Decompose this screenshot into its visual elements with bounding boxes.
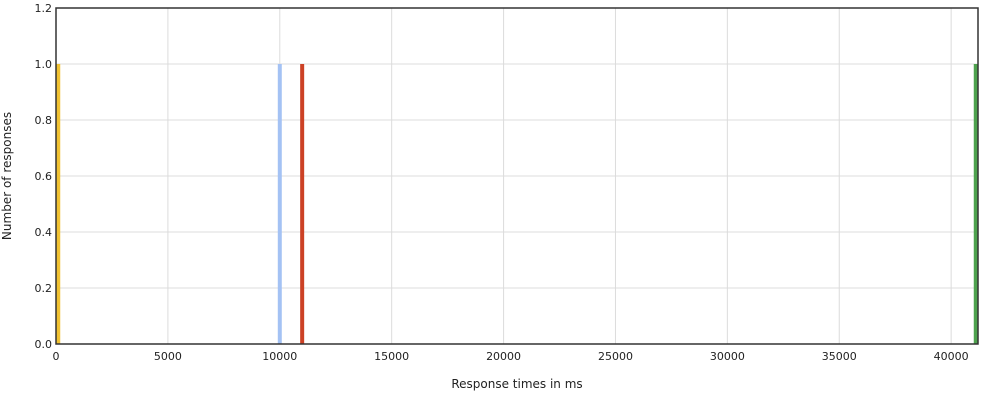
x-axis-title: Response times in ms <box>451 377 582 391</box>
y-tick-label: 0.8 <box>35 114 53 127</box>
x-tick-label: 20000 <box>486 350 521 363</box>
bar-series-0 <box>56 64 61 344</box>
x-tick-label: 25000 <box>598 350 633 363</box>
x-tick-label: 40000 <box>934 350 969 363</box>
y-tick-label: 0.6 <box>35 170 53 183</box>
y-tick-label: 1.2 <box>35 2 53 15</box>
x-tick-label: 5000 <box>154 350 182 363</box>
y-tick-label: 1.0 <box>35 58 53 71</box>
bar-series-1 <box>277 64 282 344</box>
y-tick-label: 0.0 <box>35 338 53 351</box>
x-tick-label: 35000 <box>822 350 857 363</box>
y-axis-title: Number of responses <box>0 112 14 240</box>
y-tick-label: 0.4 <box>35 226 53 239</box>
bars <box>56 64 978 344</box>
x-tick-label: 10000 <box>262 350 297 363</box>
x-tick-label: 15000 <box>374 350 409 363</box>
x-tick-label: 30000 <box>710 350 745 363</box>
x-tick-label: 0 <box>53 350 60 363</box>
y-tick-label: 0.2 <box>35 282 53 295</box>
plot-frame <box>55 7 979 345</box>
tick-labels: 0 5000 10000 15000 20000 25000 30000 35000 40000… <box>35 2 969 363</box>
bar-series-2 <box>300 64 305 344</box>
grid-lines <box>56 8 978 344</box>
bar-series-3 <box>973 64 978 344</box>
